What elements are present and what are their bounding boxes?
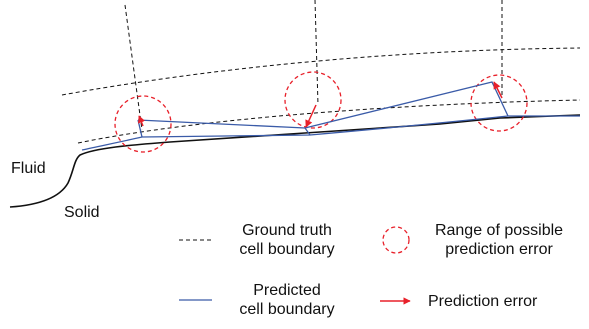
ground-truth-vertical-2 — [314, 0, 319, 106]
predicted-boundary-lower — [81, 115, 509, 151]
solid-wall — [9, 114, 581, 208]
legend-ground-truth-line1: Ground truth — [242, 222, 332, 239]
predicted-boundary-vertical-2 — [304, 127, 311, 136]
legend-range-line2: prediction error — [445, 241, 553, 258]
predicted-boundary-upper — [137, 81, 580, 129]
legend-range-label: Range of possible prediction error — [414, 221, 584, 259]
ground-truth-boundary-upper — [61, 47, 581, 96]
legend-range-line1: Range of possible — [434, 222, 564, 239]
fluid-label: Fluid — [11, 160, 46, 177]
legend-ground-truth-label: Ground truth cell boundary — [222, 221, 352, 259]
ground-truth-boundary-lower — [77, 99, 581, 144]
prediction-error-arrow-1 — [138, 115, 145, 127]
legend-predicted-label: Predicted cell boundary — [222, 281, 352, 319]
legend-error-label: Prediction error — [428, 293, 538, 310]
error-range-circle-2 — [284, 71, 342, 129]
error-range-circle-3 — [470, 74, 528, 132]
legend-predicted-line1: Predicted — [253, 282, 321, 299]
legend-ground-truth-line2: cell boundary — [239, 241, 335, 258]
solid-label: Solid — [64, 204, 100, 221]
prediction-error-arrow-2 — [305, 104, 317, 128]
legend-range-symbol — [382, 226, 410, 254]
ground-truth-vertical-1 — [124, 4, 143, 131]
prediction-error-arrow-3 — [493, 81, 503, 99]
error-range-circle-1 — [114, 95, 172, 153]
legend-predicted-line2: cell boundary — [239, 301, 335, 318]
